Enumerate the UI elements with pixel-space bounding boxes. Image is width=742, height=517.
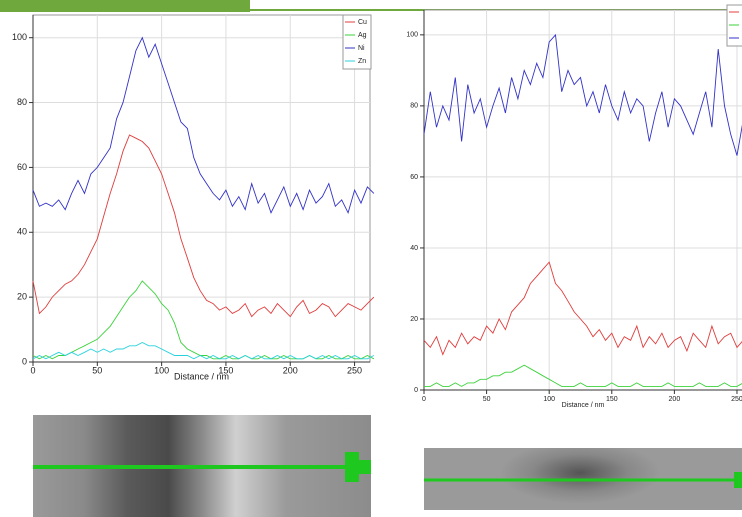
y-tick-label: 60	[17, 162, 27, 172]
x-tick-label: 0	[30, 365, 35, 375]
page: 020406080100050100150200250Distance / nm…	[0, 0, 742, 517]
header-bar	[0, 0, 250, 12]
legend-label: Ag	[358, 32, 367, 39]
x-tick-label: 100	[543, 396, 555, 403]
plot-area	[424, 10, 742, 390]
x-tick-label: 100	[154, 365, 169, 375]
x-tick-label: 250	[731, 396, 742, 403]
y-tick-label: 0	[414, 387, 418, 394]
scan-marker	[345, 452, 359, 482]
chart-panel: 020406080100050100150200250Distance / nm…	[0, 0, 742, 517]
scan-marker	[357, 460, 371, 474]
x-tick-label: 150	[606, 396, 618, 403]
y-tick-label: 80	[17, 97, 27, 107]
y-tick-label: 100	[12, 32, 27, 42]
x-tick-label: 200	[669, 396, 681, 403]
y-tick-label: 20	[410, 316, 418, 323]
y-tick-label: 100	[406, 32, 418, 39]
y-tick-label: 40	[410, 245, 418, 252]
x-axis-label: Distance / nm	[174, 371, 229, 381]
y-tick-label: 80	[410, 103, 418, 110]
x-tick-label: 0	[422, 396, 426, 403]
plot-area	[33, 15, 370, 362]
y-tick-label: 20	[17, 292, 27, 302]
scan-marker	[734, 472, 742, 488]
y-tick-label: 40	[17, 227, 27, 237]
x-tick-label: 200	[283, 365, 298, 375]
legend-label: Cu	[358, 19, 367, 26]
x-tick-label: 50	[92, 365, 102, 375]
x-axis-label: Distance / nm	[562, 402, 605, 409]
legend-label: Ni	[358, 45, 365, 52]
y-tick-label: 60	[410, 174, 418, 181]
legend-label: Zn	[358, 58, 366, 65]
x-tick-label: 50	[483, 396, 491, 403]
y-tick-label: 0	[22, 356, 27, 366]
x-tick-label: 250	[347, 365, 362, 375]
